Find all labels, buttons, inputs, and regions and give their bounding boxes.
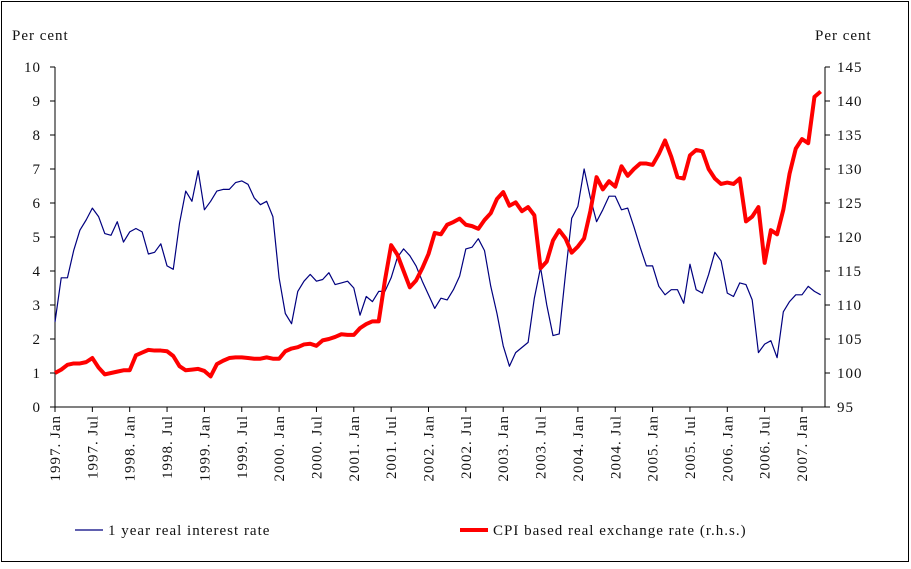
x-tick-label: 2004. Jul (608, 415, 624, 479)
y2-tick-label: 105 (837, 332, 863, 348)
x-tick-label: 1997. Jul (85, 415, 101, 479)
x-tick-label: 2006. Jul (758, 415, 774, 479)
x-tick-label: 1997. Jan (48, 415, 64, 482)
series-line (54, 89, 822, 379)
x-tick-label: 2005. Jan (646, 415, 662, 482)
y2-tick-label: 110 (837, 298, 862, 314)
y2-tick-label: 100 (837, 366, 863, 382)
x-tick-label: 1998. Jan (123, 415, 139, 482)
x-tick-label: 1999. Jan (197, 415, 213, 482)
y-tick-label: 3 (33, 298, 42, 314)
legend-label: CPI based real exchange rate (r.h.s.) (493, 523, 747, 539)
x-tick-label: 2003. Jan (496, 415, 512, 482)
y-tick-label: 10 (24, 60, 41, 76)
y2-tick-label: 95 (837, 400, 854, 416)
y2-tick-label: 135 (837, 128, 863, 144)
x-tick-label: 2004. Jan (571, 415, 587, 482)
y-tick-label: 5 (33, 230, 42, 246)
y2-axis-label: Per cent (815, 28, 872, 44)
y2-tick-label: 130 (837, 162, 863, 178)
y-axis-label: Per cent (12, 28, 69, 44)
x-tick-label: 2000. Jan (272, 415, 288, 482)
x-tick-label: 2001. Jan (347, 415, 363, 482)
y-tick-label: 0 (33, 400, 42, 416)
y2-tick-label: 125 (837, 196, 863, 212)
x-tick-label: 2007. Jan (795, 415, 811, 482)
y-tick-label: 4 (33, 264, 42, 280)
y-tick-label: 1 (33, 366, 42, 382)
x-tick-label: 2002. Jul (459, 415, 475, 479)
y2-tick-label: 115 (837, 264, 862, 280)
x-tick-label: 2006. Jan (720, 415, 736, 482)
y2-tick-label: 145 (837, 60, 863, 76)
series-line (54, 168, 821, 367)
x-tick-label: 1998. Jul (160, 415, 176, 479)
y2-tick-label: 140 (837, 94, 863, 110)
x-tick-label: 1999. Jul (235, 415, 251, 479)
y-tick-label: 8 (33, 128, 42, 144)
x-tick-label: 2002. Jan (422, 415, 438, 482)
legend-label: 1 year real interest rate (108, 523, 270, 539)
y-tick-label: 9 (33, 94, 42, 110)
x-tick-label: 2003. Jul (534, 415, 550, 479)
y-tick-label: 6 (33, 196, 42, 212)
y2-tick-label: 120 (837, 230, 863, 246)
y-tick-label: 7 (33, 162, 42, 178)
x-tick-label: 2001. Jul (384, 415, 400, 479)
x-tick-label: 2000. Jul (309, 415, 325, 479)
x-tick-label: 2005. Jul (683, 415, 699, 479)
y-tick-label: 2 (33, 332, 42, 348)
